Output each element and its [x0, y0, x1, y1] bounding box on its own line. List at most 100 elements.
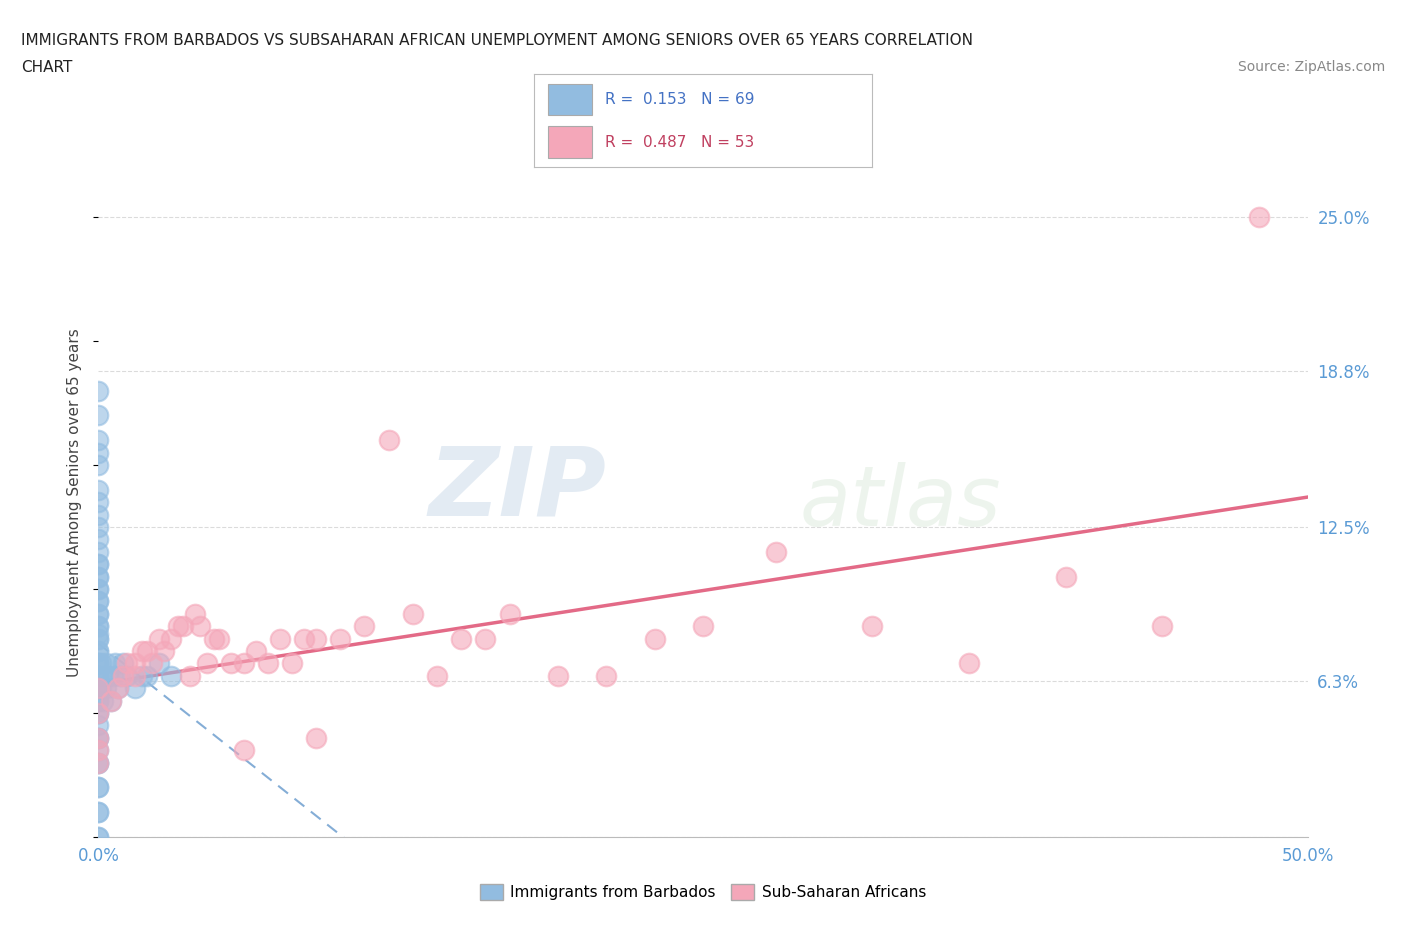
Point — [87, 569, 110, 584]
Text: IMMIGRANTS FROM BARBADOS VS SUBSAHARAN AFRICAN UNEMPLOYMENT AMONG SENIORS OVER 6: IMMIGRANTS FROM BARBADOS VS SUBSAHARAN A… — [21, 33, 973, 47]
Point — [87, 626, 110, 641]
Point — [87, 445, 110, 460]
Point — [87, 681, 110, 696]
Point — [765, 544, 787, 559]
Point — [107, 681, 129, 696]
Point — [101, 669, 124, 684]
Point — [426, 669, 449, 684]
Point — [87, 718, 110, 733]
Point — [100, 693, 122, 708]
Point — [377, 432, 399, 447]
Point — [111, 669, 134, 684]
Point — [87, 755, 110, 770]
Point — [87, 669, 110, 684]
Point — [87, 408, 110, 423]
Text: CHART: CHART — [21, 60, 73, 75]
Point — [87, 544, 110, 559]
Legend: Immigrants from Barbados, Sub-Saharan Africans: Immigrants from Barbados, Sub-Saharan Af… — [474, 878, 932, 907]
Point — [87, 755, 110, 770]
Point — [131, 644, 153, 658]
Point — [97, 669, 120, 684]
Point — [87, 383, 110, 398]
Text: R =  0.153   N = 69: R = 0.153 N = 69 — [605, 92, 755, 107]
Point — [195, 656, 218, 671]
Point — [107, 681, 129, 696]
Point — [91, 693, 114, 708]
Point — [87, 618, 110, 633]
Point — [167, 618, 190, 633]
Point — [87, 594, 110, 609]
Point — [152, 644, 174, 658]
Point — [160, 631, 183, 646]
Point — [87, 681, 110, 696]
Point — [87, 681, 110, 696]
Point — [87, 780, 110, 795]
Point — [87, 631, 110, 646]
Point — [87, 669, 110, 684]
Point — [131, 669, 153, 684]
Point — [90, 656, 112, 671]
Point — [87, 557, 110, 572]
Point — [87, 520, 110, 535]
Point — [87, 706, 110, 721]
Point — [87, 693, 110, 708]
Point — [87, 594, 110, 609]
Point — [87, 780, 110, 795]
Point — [87, 458, 110, 472]
Point — [87, 581, 110, 596]
Point — [1152, 618, 1174, 633]
Point — [117, 669, 139, 684]
Point — [91, 669, 114, 684]
Point — [1054, 569, 1077, 584]
Point — [135, 644, 157, 658]
Point — [172, 618, 194, 633]
Text: Source: ZipAtlas.com: Source: ZipAtlas.com — [1237, 60, 1385, 74]
Point — [160, 669, 183, 684]
Point — [450, 631, 472, 646]
Point — [547, 669, 569, 684]
Point — [179, 669, 201, 684]
Point — [281, 656, 304, 671]
Point — [111, 656, 134, 671]
Point — [87, 706, 110, 721]
Point — [204, 631, 226, 646]
Point — [87, 730, 110, 745]
Point — [87, 830, 110, 844]
Point — [87, 804, 110, 819]
Point — [87, 743, 110, 758]
Point — [184, 606, 207, 621]
Point — [1249, 209, 1271, 224]
Point — [141, 656, 163, 671]
Point — [305, 730, 328, 745]
Point — [208, 631, 231, 646]
Point — [87, 730, 110, 745]
Point — [90, 681, 112, 696]
Point — [87, 804, 110, 819]
Point — [87, 569, 110, 584]
Point — [100, 693, 122, 708]
Point — [256, 656, 278, 671]
Text: atlas: atlas — [800, 461, 1001, 543]
Point — [87, 631, 110, 646]
Point — [87, 507, 110, 522]
Point — [87, 656, 110, 671]
Point — [232, 743, 254, 758]
Point — [957, 656, 980, 671]
Point — [94, 656, 117, 671]
Point — [402, 606, 425, 621]
Point — [87, 644, 110, 658]
Point — [474, 631, 496, 646]
Point — [87, 432, 110, 447]
Point — [87, 656, 110, 671]
Point — [108, 669, 131, 684]
FancyBboxPatch shape — [548, 126, 592, 158]
Text: ZIP: ZIP — [429, 443, 606, 536]
Point — [87, 730, 110, 745]
Point — [87, 693, 110, 708]
Point — [87, 532, 110, 547]
Point — [135, 669, 157, 684]
Point — [148, 656, 170, 671]
Point — [329, 631, 352, 646]
Point — [269, 631, 291, 646]
Point — [87, 755, 110, 770]
